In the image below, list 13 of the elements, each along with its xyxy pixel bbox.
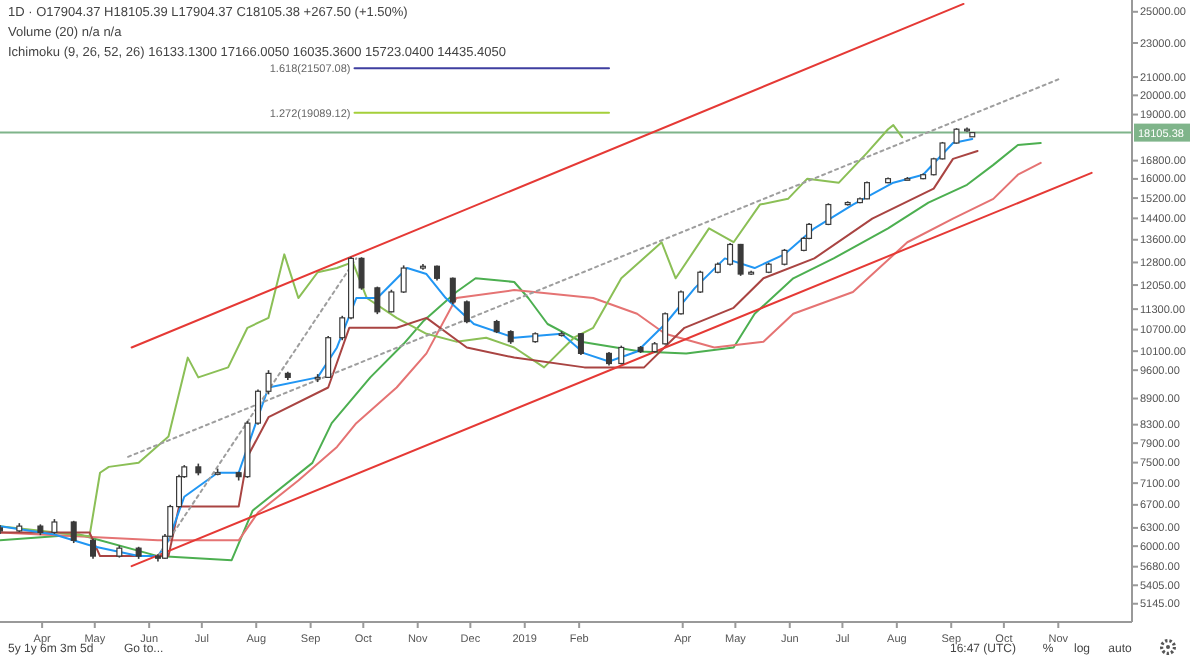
candlestick xyxy=(697,269,704,294)
candlestick xyxy=(400,264,407,294)
candlestick xyxy=(358,256,365,291)
candlestick xyxy=(677,289,684,316)
candlestick xyxy=(265,369,272,396)
candlestick xyxy=(374,285,381,315)
candlestick xyxy=(737,243,744,277)
candlestick xyxy=(254,388,261,426)
candlestick xyxy=(90,537,97,560)
candlestick xyxy=(662,311,669,346)
candlestick xyxy=(325,335,332,379)
candlestick xyxy=(577,332,584,356)
candlestick xyxy=(449,276,456,305)
